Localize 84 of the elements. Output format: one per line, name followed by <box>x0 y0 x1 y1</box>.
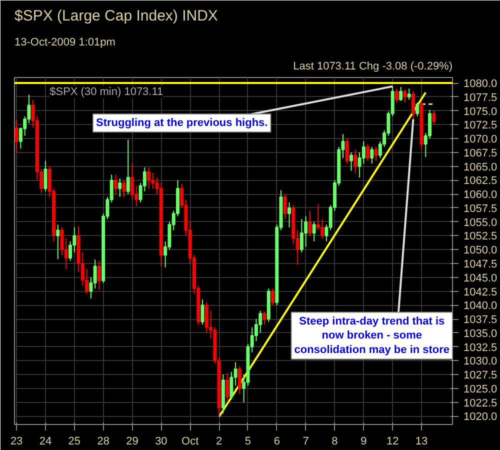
y-tick-label: 1072.5 <box>464 120 498 132</box>
y-tick-label: 1035.0 <box>464 328 498 340</box>
candlestick <box>370 146 374 164</box>
candlestick <box>412 90 415 120</box>
y-tick-label: 1057.5 <box>464 202 498 215</box>
y-tick-label: 1052.5 <box>464 230 498 243</box>
y-tick-label: 1065.0 <box>464 161 498 174</box>
y-tick-label: 1025.0 <box>464 383 498 396</box>
y-tick-label: 1040.0 <box>464 300 498 312</box>
chart-subtitle: 13-Oct-2009 1:01pm <box>14 36 116 48</box>
x-tick-label: 24 <box>39 436 52 448</box>
annotation: Steep intra-day trend that is now broken - some consolidation may be in store <box>294 315 450 356</box>
y-tick-label: 1047.5 <box>464 258 498 270</box>
candlestick <box>230 371 234 400</box>
candlestick <box>122 180 126 198</box>
candlestick <box>114 174 118 195</box>
candlestick <box>56 224 60 260</box>
candlestick <box>262 311 266 326</box>
candlestick <box>238 366 242 394</box>
y-tick-label: 1032.5 <box>464 342 498 354</box>
annotation: Struggling at the previous highs. <box>96 117 268 130</box>
candlestick <box>271 288 274 306</box>
candlestick <box>147 166 151 190</box>
candlestick <box>93 259 97 289</box>
x-tick-label: 29 <box>126 436 138 448</box>
candlestick <box>300 218 304 253</box>
candlestick <box>304 216 308 248</box>
candlestick <box>399 86 403 102</box>
y-tick-label: 1042.5 <box>464 286 498 298</box>
candlestick <box>394 88 398 103</box>
y-tick-label: 1055.0 <box>464 216 498 229</box>
y-tick-label: 1075.0 <box>464 106 498 118</box>
y-tick-label: 1080.0 <box>464 78 498 90</box>
candlestick <box>14 119 18 153</box>
candlestick <box>374 146 378 162</box>
candlestick <box>204 302 208 334</box>
candlestick <box>312 221 316 242</box>
y-tick-label: 1022.5 <box>464 397 498 410</box>
x-tick-label: 28 <box>97 436 110 448</box>
candlestick <box>320 218 324 240</box>
candlestick <box>258 310 262 334</box>
x-tick-label: 13 <box>415 436 428 448</box>
candlestick <box>350 152 354 172</box>
candlestick <box>354 149 358 174</box>
y-tick-label: 1067.5 <box>464 147 498 160</box>
y-tick-label: 1060.0 <box>464 189 498 202</box>
chart-title: $SPX (Large Cap Index) INDX <box>14 8 218 24</box>
x-tick-label: 30 <box>155 436 168 448</box>
candlestick <box>432 110 436 126</box>
candlestick <box>407 88 411 100</box>
y-tick-label: 1030.0 <box>464 356 498 368</box>
x-tick-label: 12 <box>386 436 399 448</box>
y-tick-label: 1062.5 <box>464 175 498 188</box>
annotation: $SPX (30 min) 1073.11 <box>50 86 164 98</box>
x-tick-label: 6 <box>274 436 280 448</box>
y-tick-label: 1050.0 <box>464 244 498 257</box>
candlestick <box>283 194 287 220</box>
text: Last 1073.11 Chg -3.08 (-0.29%) <box>293 60 453 72</box>
candlestick <box>288 202 292 228</box>
y-tick-label: 1045.0 <box>464 272 498 284</box>
candlestick <box>126 139 130 195</box>
x-tick-label: 23 <box>10 436 23 448</box>
candlestick <box>97 260 101 290</box>
candlestick <box>308 210 312 236</box>
candlestick <box>345 138 349 164</box>
candlestick <box>403 89 407 103</box>
y-tick-label: 1020.0 <box>464 411 498 424</box>
y-tick-label: 1027.5 <box>464 370 498 382</box>
x-tick-label: 7 <box>302 436 309 448</box>
x-tick-label: Oct <box>182 436 199 448</box>
candlestick <box>366 144 370 162</box>
x-tick-label: 2 <box>216 436 222 448</box>
candlestick <box>118 178 122 198</box>
x-tick-label: 9 <box>360 436 367 448</box>
candlestick <box>130 163 134 200</box>
x-tick-label: 25 <box>68 436 81 448</box>
candlestick <box>416 102 420 117</box>
y-tick-label: 1070.0 <box>464 134 498 146</box>
y-tick-label: 1037.5 <box>464 314 498 326</box>
x-tick-label: 5 <box>244 436 252 448</box>
y-tick-label: 1077.5 <box>464 92 498 104</box>
candlestick <box>362 140 366 164</box>
x-tick-label: 8 <box>332 436 338 448</box>
candlestick <box>226 372 230 403</box>
